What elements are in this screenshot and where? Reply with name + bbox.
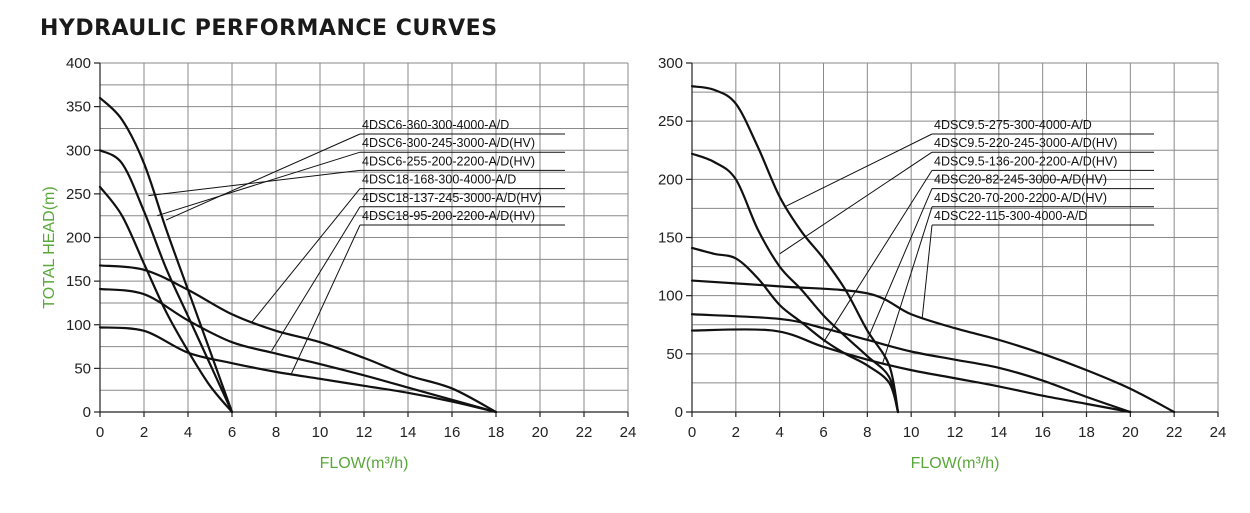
y-tick-label: 300 xyxy=(658,55,683,72)
series-curve xyxy=(98,185,234,414)
legend-leader-line xyxy=(882,206,933,364)
legend-label: 4DSC9.5-275-300-4000-A/D xyxy=(934,118,1092,132)
x-tick-label: 2 xyxy=(732,424,740,441)
page-title: HYDRAULIC PERFORMANCE CURVES xyxy=(40,16,498,41)
x-tick-label: 14 xyxy=(400,424,417,441)
x-tick-label: 24 xyxy=(620,424,637,441)
x-tick-label: 6 xyxy=(819,424,827,441)
y-tick-label: 150 xyxy=(66,273,91,290)
legend-label: 4DSC22-115-300-4000-A/D xyxy=(934,209,1087,223)
x-tick-label: 12 xyxy=(947,424,964,441)
y-tick-label: 300 xyxy=(66,142,91,159)
y-tick-label: 400 xyxy=(66,55,91,72)
legend-leader-line xyxy=(786,133,933,207)
x-tick-label: 22 xyxy=(576,424,593,441)
x-tick-label: 10 xyxy=(312,424,329,441)
x-axis-label: FLOW(m³/h) xyxy=(911,455,1000,472)
y-tick-label: 250 xyxy=(66,186,91,203)
x-tick-label: 0 xyxy=(96,424,104,441)
y-tick-label: 100 xyxy=(658,288,683,305)
y-tick-label: 50 xyxy=(666,346,683,363)
series-curve xyxy=(690,313,1132,414)
series-curve xyxy=(98,149,234,414)
legend-leader-line xyxy=(779,151,933,255)
y-tick-label: 0 xyxy=(83,404,91,421)
legend-leader-line xyxy=(157,151,361,217)
legend-label: 4DSC9.5-220-245-3000-A/D(HV) xyxy=(934,136,1117,150)
y-tick-label: 350 xyxy=(66,99,91,116)
series-curve xyxy=(690,279,1176,414)
series-curve xyxy=(98,264,498,414)
y-tick-label: 200 xyxy=(658,171,683,188)
x-tick-label: 10 xyxy=(903,424,920,441)
x-tick-label: 18 xyxy=(1078,424,1095,441)
x-tick-label: 2 xyxy=(140,424,148,441)
x-tick-label: 22 xyxy=(1166,424,1183,441)
legend-leader-line xyxy=(148,169,361,197)
x-tick-label: 16 xyxy=(444,424,461,441)
legend-label: 4DSC6-360-300-4000-A/D xyxy=(362,118,509,132)
x-tick-label: 14 xyxy=(990,424,1007,441)
x-tick-label: 18 xyxy=(488,424,505,441)
legend-leader-line xyxy=(823,170,933,343)
series-curve xyxy=(98,326,498,414)
legend-label: 4DSC18-95-200-2200-A/D(HV) xyxy=(362,209,535,223)
legend-label: 4DSC20-70-200-2200-A/D(HV) xyxy=(934,191,1107,205)
x-tick-label: 12 xyxy=(356,424,373,441)
legend-label: 4DSC20-82-245-3000-A/D(HV) xyxy=(934,173,1107,187)
legend-label: 4DSC6-300-245-3000-A/D(HV) xyxy=(362,136,535,150)
y-tick-label: 250 xyxy=(658,113,683,130)
x-tick-label: 8 xyxy=(863,424,871,441)
x-tick-label: 4 xyxy=(775,424,783,441)
legend-label: 4DSC6-255-200-2200-A/D(HV) xyxy=(362,154,535,168)
y-tick-label: 100 xyxy=(66,317,91,334)
y-tick-label: 150 xyxy=(658,230,683,247)
series-curve xyxy=(690,328,1132,414)
y-tick-label: 200 xyxy=(66,230,91,247)
legend-label: 4DSC18-168-300-4000-A/D xyxy=(362,173,516,187)
x-tick-label: 8 xyxy=(272,424,280,441)
legend-leader-line xyxy=(165,133,361,221)
x-tick-label: 20 xyxy=(532,424,549,441)
x-tick-label: 4 xyxy=(184,424,192,441)
x-axis-label: FLOW(m³/h) xyxy=(320,455,409,472)
legend-leader-line xyxy=(866,188,933,341)
legend-leader-line xyxy=(271,206,361,352)
x-tick-label: 24 xyxy=(1210,424,1227,441)
legend-label: 4DSC9.5-136-200-2200-A/D(HV) xyxy=(934,154,1117,168)
y-tick-label: 0 xyxy=(675,404,683,421)
legend-label: 4DSC18-137-245-3000-A/D(HV) xyxy=(362,191,542,205)
legend-leader-line xyxy=(251,188,361,323)
y-tick-label: 50 xyxy=(74,360,91,377)
x-tick-label: 16 xyxy=(1034,424,1051,441)
x-tick-label: 6 xyxy=(228,424,236,441)
x-tick-label: 20 xyxy=(1122,424,1139,441)
series-curve xyxy=(98,96,234,414)
legend-leader-line xyxy=(290,224,361,374)
legend-leader-line xyxy=(921,224,933,319)
x-tick-label: 0 xyxy=(688,424,696,441)
y-axis-label: TOTAL HEAD(m) xyxy=(41,186,58,308)
